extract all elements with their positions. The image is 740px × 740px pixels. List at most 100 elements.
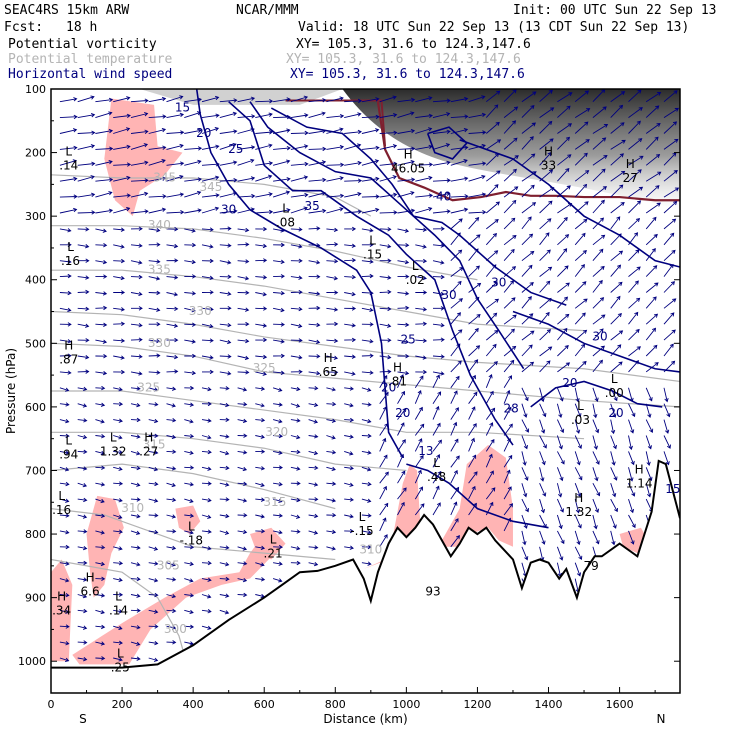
wind-vector-121 bbox=[113, 290, 126, 295]
wind-vector-184 bbox=[148, 145, 167, 150]
pv-extremum-value-12: 1.32 bbox=[565, 505, 592, 519]
wind-vector-699 bbox=[432, 391, 442, 404]
wind-vector-474 bbox=[290, 497, 301, 503]
wind-vector-201 bbox=[148, 418, 159, 424]
wind-vector-929 bbox=[574, 435, 582, 449]
wind-vector-339 bbox=[219, 386, 230, 391]
wind-vector-948 bbox=[592, 234, 606, 246]
wind-vector-959 bbox=[592, 419, 600, 434]
wind-vector-607 bbox=[379, 258, 392, 263]
wind-vector-254 bbox=[184, 128, 202, 134]
wind-vector-214 bbox=[148, 624, 159, 629]
wind-vector-996 bbox=[628, 89, 642, 103]
wind-vector-860 bbox=[539, 266, 553, 277]
wind-vector-734 bbox=[450, 518, 459, 532]
wind-vector-890 bbox=[557, 282, 570, 293]
wind-vector-856 bbox=[539, 200, 553, 214]
wind-vector-144 bbox=[113, 657, 123, 662]
wind-vector-1005 bbox=[628, 232, 639, 246]
wind-vector-588 bbox=[361, 433, 372, 439]
wind-vector-369 bbox=[237, 338, 250, 344]
wind-vector-825 bbox=[521, 202, 537, 214]
wind-vector-335 bbox=[219, 322, 232, 328]
wind-vector-157 bbox=[130, 291, 143, 297]
wind-vector-421 bbox=[273, 145, 291, 151]
wind-vector-975 bbox=[610, 201, 625, 214]
wind-vector-178 bbox=[130, 625, 141, 630]
wind-vector-222 bbox=[166, 174, 184, 182]
wind-vector-788 bbox=[485, 487, 496, 500]
wind-vector-760 bbox=[468, 471, 478, 484]
wind-vector-859 bbox=[539, 249, 551, 262]
wind-vector-1043 bbox=[645, 403, 652, 419]
wind-vector-176 bbox=[130, 593, 141, 598]
wind-vector-1026 bbox=[645, 122, 661, 134]
wind-vector-208 bbox=[148, 529, 159, 535]
wind-vector-118 bbox=[113, 244, 125, 249]
wind-speed-label-9: 30 bbox=[491, 275, 506, 289]
wind-vector-338 bbox=[219, 371, 232, 376]
pv-extremum-mark-27: H bbox=[626, 157, 635, 171]
wind-vector-207 bbox=[148, 513, 159, 518]
wind-vector-478 bbox=[290, 560, 301, 566]
wind-vector-205 bbox=[148, 481, 159, 487]
wind-vector-841 bbox=[521, 467, 529, 481]
wind-vector-529 bbox=[326, 418, 337, 423]
wind-vector-283 bbox=[184, 593, 195, 598]
wind-vector-171 bbox=[130, 514, 141, 519]
wind-vector-506 bbox=[308, 530, 319, 535]
wind-vector-113 bbox=[113, 162, 132, 167]
wind-vector-1017 bbox=[628, 435, 633, 451]
wind-vector-181 bbox=[148, 96, 167, 103]
wind-vector-374 bbox=[237, 418, 248, 424]
pv-shade-region-8 bbox=[438, 445, 513, 547]
wind-vector-687 bbox=[432, 209, 451, 214]
wind-vector-211 bbox=[148, 578, 159, 583]
wind-vector-125 bbox=[113, 355, 125, 360]
theta-isentrope-5 bbox=[51, 342, 680, 408]
wind-vector-832 bbox=[521, 313, 534, 325]
wind-vector-481 bbox=[308, 129, 327, 134]
field-theta-name: Potential temperature bbox=[8, 52, 173, 67]
wind-vector-81 bbox=[95, 228, 107, 233]
wind-vector-13 bbox=[59, 290, 72, 296]
wind-vector-682 bbox=[432, 129, 451, 134]
wind-vector-346 bbox=[219, 497, 230, 502]
wind-vector-322 bbox=[219, 111, 238, 119]
wind-vector-248 bbox=[166, 593, 177, 599]
theta-label-15: 310 bbox=[359, 542, 382, 556]
wind-vector-233 bbox=[166, 354, 179, 360]
wind-vector-908 bbox=[574, 90, 590, 103]
wind-vector-827 bbox=[521, 233, 534, 246]
wind-vector-192 bbox=[148, 276, 161, 281]
wind-vector-989 bbox=[610, 435, 617, 450]
wind-vector-880 bbox=[557, 123, 573, 134]
wind-vector-116 bbox=[113, 206, 131, 214]
wind-vector-910 bbox=[574, 121, 589, 134]
wind-vector-670 bbox=[415, 369, 428, 375]
wind-vector-6 bbox=[59, 176, 78, 182]
wind-vector-999 bbox=[628, 138, 643, 150]
wind-vector-240 bbox=[166, 466, 177, 471]
wind-vector-903 bbox=[556, 498, 564, 513]
pv-extremum-value-29: 79 bbox=[584, 559, 599, 573]
wind-vector-69 bbox=[77, 608, 88, 614]
wind-vector-993 bbox=[610, 498, 618, 513]
wind-vector-92 bbox=[95, 402, 106, 407]
wind-vector-759 bbox=[468, 454, 477, 468]
wind-vector-527 bbox=[326, 387, 336, 392]
wind-vector-876 bbox=[539, 530, 546, 545]
wind-vector-188 bbox=[148, 207, 167, 214]
wind-vector-507 bbox=[308, 545, 319, 550]
wind-vector-962 bbox=[592, 467, 599, 482]
wind-vector-811 bbox=[503, 423, 513, 436]
wind-vector-210 bbox=[148, 561, 159, 566]
wind-vector-110 bbox=[113, 113, 131, 119]
wind-vector-942 bbox=[592, 137, 607, 150]
wind-vector-85 bbox=[95, 291, 108, 296]
wind-vector-964 bbox=[592, 498, 600, 514]
wind-vector-855 bbox=[539, 187, 555, 198]
wind-vector-161 bbox=[130, 354, 143, 359]
wind-vector-167 bbox=[130, 450, 141, 456]
wind-vector-1054 bbox=[663, 138, 679, 150]
